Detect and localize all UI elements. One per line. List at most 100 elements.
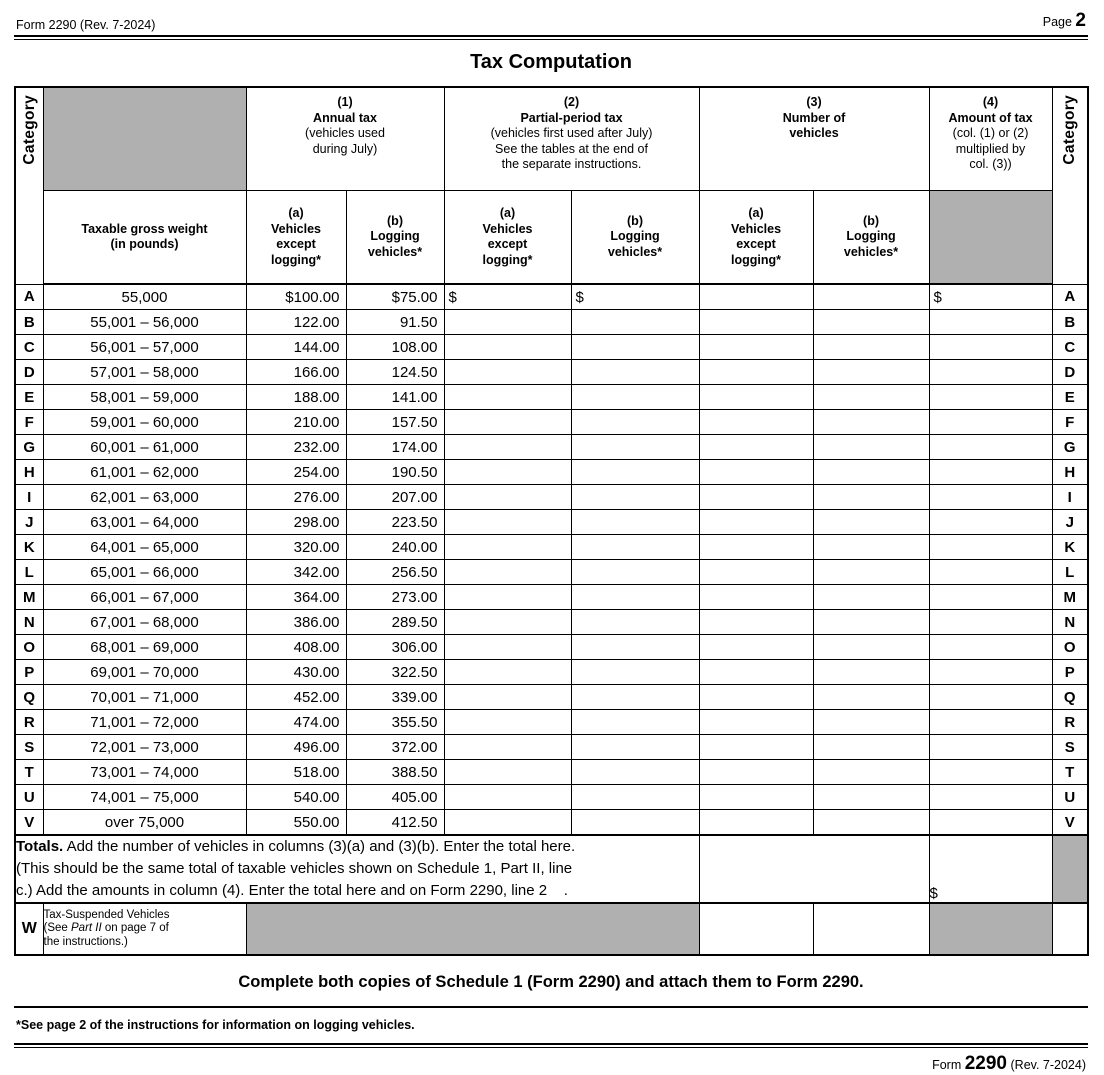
number-vehicles-except-logging-field[interactable] <box>698 359 814 385</box>
amount-of-tax-field[interactable] <box>928 684 1053 710</box>
partial-period-logging-field[interactable] <box>570 334 700 360</box>
partial-period-except-logging-field[interactable] <box>443 309 572 335</box>
partial-period-except-logging-field[interactable] <box>443 334 572 360</box>
partial-period-except-logging-field[interactable] <box>443 384 572 410</box>
amount-of-tax-field[interactable] <box>928 759 1053 785</box>
partial-period-logging-field[interactable] <box>570 409 700 435</box>
partial-period-logging-field[interactable] <box>570 384 700 410</box>
amount-of-tax-field[interactable] <box>928 409 1053 435</box>
number-vehicles-except-logging-field[interactable] <box>698 809 814 836</box>
number-vehicles-logging-field[interactable] <box>812 659 930 685</box>
number-vehicles-logging-field[interactable] <box>812 584 930 610</box>
partial-period-except-logging-field[interactable]: $ <box>443 283 572 310</box>
partial-period-except-logging-field[interactable] <box>443 509 572 535</box>
number-vehicles-except-logging-field[interactable] <box>698 709 814 735</box>
partial-period-logging-field[interactable] <box>570 584 700 610</box>
amount-of-tax-field[interactable] <box>928 784 1053 810</box>
partial-period-logging-field[interactable] <box>570 609 700 635</box>
partial-period-except-logging-field[interactable] <box>443 809 572 836</box>
number-vehicles-except-logging-field[interactable] <box>698 734 814 760</box>
partial-period-logging-field[interactable] <box>570 759 700 785</box>
number-vehicles-logging-field[interactable] <box>812 309 930 335</box>
number-vehicles-except-logging-field[interactable] <box>698 309 814 335</box>
partial-period-logging-field[interactable] <box>570 734 700 760</box>
amount-of-tax-field[interactable]: $ <box>928 283 1053 310</box>
partial-period-except-logging-field[interactable] <box>443 584 572 610</box>
partial-period-except-logging-field[interactable] <box>443 409 572 435</box>
number-vehicles-except-logging-field[interactable] <box>698 584 814 610</box>
number-vehicles-except-logging-field[interactable] <box>698 434 814 460</box>
amount-of-tax-field[interactable] <box>928 334 1053 360</box>
number-vehicles-logging-field[interactable] <box>812 609 930 635</box>
number-vehicles-logging-field[interactable] <box>812 459 930 485</box>
partial-period-logging-field[interactable] <box>570 634 700 660</box>
number-vehicles-logging-field[interactable] <box>812 509 930 535</box>
partial-period-except-logging-field[interactable] <box>443 684 572 710</box>
number-vehicles-logging-field[interactable] <box>812 759 930 785</box>
number-vehicles-logging-field[interactable] <box>812 784 930 810</box>
amount-of-tax-field[interactable] <box>928 384 1053 410</box>
amount-of-tax-field[interactable] <box>928 534 1053 560</box>
number-vehicles-except-logging-field[interactable] <box>698 409 814 435</box>
number-vehicles-logging-field[interactable] <box>812 409 930 435</box>
number-vehicles-logging-field[interactable] <box>812 709 930 735</box>
partial-period-except-logging-field[interactable] <box>443 459 572 485</box>
partial-period-except-logging-field[interactable] <box>443 759 572 785</box>
amount-of-tax-field[interactable] <box>928 659 1053 685</box>
number-vehicles-logging-field[interactable] <box>812 334 930 360</box>
number-vehicles-except-logging-field[interactable] <box>698 609 814 635</box>
number-vehicles-except-logging-field[interactable] <box>698 759 814 785</box>
totals-amount-of-tax-field[interactable]: $ <box>928 834 1053 904</box>
amount-of-tax-field[interactable] <box>928 484 1053 510</box>
number-vehicles-logging-field[interactable] <box>812 384 930 410</box>
totals-number-of-vehicles-field[interactable] <box>698 834 930 904</box>
number-vehicles-logging-field[interactable] <box>812 434 930 460</box>
number-vehicles-except-logging-field[interactable] <box>698 684 814 710</box>
amount-of-tax-field[interactable] <box>928 434 1053 460</box>
suspended-vehicles-logging-field[interactable] <box>812 902 930 956</box>
amount-of-tax-field[interactable] <box>928 709 1053 735</box>
amount-of-tax-field[interactable] <box>928 509 1053 535</box>
amount-of-tax-field[interactable] <box>928 734 1053 760</box>
partial-period-except-logging-field[interactable] <box>443 659 572 685</box>
number-vehicles-except-logging-field[interactable] <box>698 634 814 660</box>
partial-period-logging-field[interactable] <box>570 684 700 710</box>
number-vehicles-logging-field[interactable] <box>812 559 930 585</box>
amount-of-tax-field[interactable] <box>928 359 1053 385</box>
partial-period-logging-field[interactable] <box>570 784 700 810</box>
number-vehicles-except-logging-field[interactable] <box>698 784 814 810</box>
number-vehicles-except-logging-field[interactable] <box>698 534 814 560</box>
number-vehicles-logging-field[interactable] <box>812 359 930 385</box>
number-vehicles-except-logging-field[interactable] <box>698 459 814 485</box>
partial-period-logging-field[interactable] <box>570 534 700 560</box>
number-vehicles-logging-field[interactable] <box>812 634 930 660</box>
partial-period-except-logging-field[interactable] <box>443 709 572 735</box>
number-vehicles-logging-field[interactable] <box>812 534 930 560</box>
amount-of-tax-field[interactable] <box>928 559 1053 585</box>
number-vehicles-except-logging-field[interactable] <box>698 484 814 510</box>
partial-period-except-logging-field[interactable] <box>443 734 572 760</box>
partial-period-logging-field[interactable] <box>570 309 700 335</box>
number-vehicles-except-logging-field[interactable] <box>698 334 814 360</box>
partial-period-logging-field[interactable] <box>570 459 700 485</box>
partial-period-logging-field[interactable] <box>570 559 700 585</box>
partial-period-logging-field[interactable] <box>570 659 700 685</box>
partial-period-except-logging-field[interactable] <box>443 359 572 385</box>
amount-of-tax-field[interactable] <box>928 584 1053 610</box>
number-vehicles-logging-field[interactable] <box>812 684 930 710</box>
number-vehicles-except-logging-field[interactable] <box>698 559 814 585</box>
number-vehicles-except-logging-field[interactable] <box>698 509 814 535</box>
number-vehicles-logging-field[interactable] <box>812 809 930 836</box>
partial-period-except-logging-field[interactable] <box>443 609 572 635</box>
amount-of-tax-field[interactable] <box>928 809 1053 836</box>
partial-period-except-logging-field[interactable] <box>443 434 572 460</box>
partial-period-except-logging-field[interactable] <box>443 784 572 810</box>
amount-of-tax-field[interactable] <box>928 309 1053 335</box>
partial-period-logging-field[interactable] <box>570 359 700 385</box>
number-vehicles-logging-field[interactable] <box>812 283 930 310</box>
number-vehicles-except-logging-field[interactable] <box>698 283 814 310</box>
partial-period-except-logging-field[interactable] <box>443 484 572 510</box>
suspended-vehicles-except-logging-field[interactable] <box>698 902 814 956</box>
number-vehicles-except-logging-field[interactable] <box>698 384 814 410</box>
partial-period-logging-field[interactable]: $ <box>570 283 700 310</box>
